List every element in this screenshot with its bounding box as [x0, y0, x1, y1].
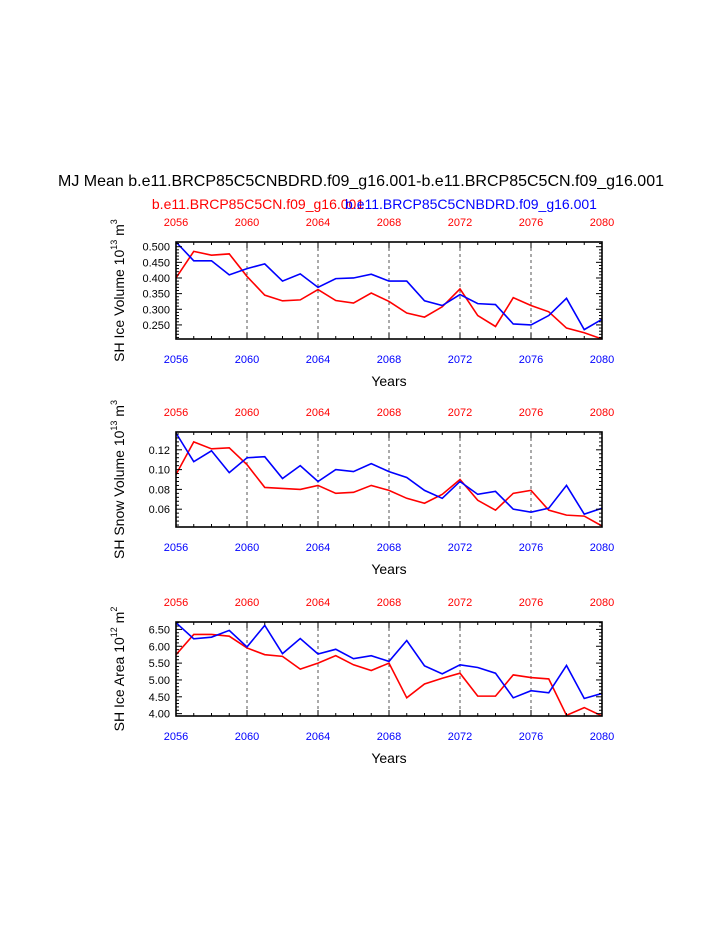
xtick-label-top: 2056 [164, 597, 188, 609]
ytick-label: 0.250 [142, 320, 170, 332]
series-blue-line [175, 622, 603, 700]
xtick-label-bottom: 2076 [519, 731, 543, 743]
xtick-label-bottom: 2068 [377, 354, 401, 366]
yaxis-title-unit: m [111, 224, 127, 240]
chart-panels: 0.2500.3000.3500.4000.4500.5002056205620… [109, 217, 614, 766]
xtick-label-top: 2072 [448, 597, 472, 609]
xtick-label-bottom: 2080 [590, 542, 614, 554]
xtick-label-bottom: 2076 [519, 354, 543, 366]
yaxis-title-main: SH Ice Area 10 [111, 637, 127, 731]
yaxis-title-unit-exp: 3 [109, 400, 119, 405]
xtick-label-top: 2056 [164, 217, 188, 229]
chart-title: MJ Mean b.e11.BRCP85C5CNBDRD.f09_g16.001… [58, 173, 664, 190]
ytick-label: 0.06 [149, 504, 170, 516]
xtick-label-top: 2060 [235, 217, 259, 229]
xtick-label-top: 2060 [235, 407, 259, 419]
xtick-label-bottom: 2072 [448, 731, 472, 743]
xtick-label-bottom: 2064 [306, 542, 330, 554]
xtick-label-bottom: 2064 [306, 354, 330, 366]
xtick-label-bottom: 2064 [306, 731, 330, 743]
ytick-label: 4.50 [149, 692, 170, 704]
yaxis-title-unit-exp: 3 [109, 219, 119, 224]
panel-1: 0.250 0.300 0.350 0.400 0.450 0.500 2056 2056 20… [109, 217, 614, 389]
series-blue-line [175, 432, 603, 516]
series-red-line [175, 440, 603, 527]
xtick-label-top: 2076 [519, 217, 543, 229]
xtick-label-top: 2080 [590, 217, 614, 229]
xtick-label-top: 2076 [519, 407, 543, 419]
xtick-label-bottom: 2076 [519, 542, 543, 554]
ytick-label: 0.450 [142, 257, 170, 269]
series-red-line [175, 250, 603, 340]
xtick-label-top: 2056 [164, 407, 188, 419]
xtick-label-bottom: 2056 [164, 542, 188, 554]
xtick-label-top: 2068 [377, 217, 401, 229]
xtick-label-top: 2080 [590, 407, 614, 419]
yaxis-title-unit: m [111, 405, 127, 421]
xtick-label-bottom: 2072 [448, 542, 472, 554]
yaxis-title: SH Ice Area 1012 m2 [109, 607, 127, 732]
xtick-label-bottom: 2060 [235, 354, 259, 366]
ytick-label: 0.350 [142, 289, 170, 301]
yaxis-title-exp: 12 [109, 627, 119, 637]
ytick-label: 0.400 [142, 273, 170, 285]
xtick-label-top: 2064 [306, 407, 330, 419]
xtick-label-bottom: 2068 [377, 542, 401, 554]
yaxis-title-exp: 13 [109, 421, 119, 431]
ytick-label: 5.50 [149, 658, 170, 670]
ytick-label: 6.00 [149, 641, 170, 653]
ytick-label: 0.12 [149, 445, 170, 457]
ytick-label: 5.00 [149, 675, 170, 687]
legend-label-blue: b.e11.BRCP85C5CNBDRD.f09_g16.001 [345, 196, 597, 212]
xtick-label-bottom: 2080 [590, 731, 614, 743]
yaxis-title-main: SH Ice Volume 10 [111, 250, 127, 362]
xtick-label-top: 2080 [590, 597, 614, 609]
yaxis-title: SH Snow Volume 1013 m3 [109, 400, 127, 559]
xtick-label-top: 2068 [377, 597, 401, 609]
yaxis-title-unit: m [111, 612, 127, 628]
xtick-label-top: 2064 [306, 217, 330, 229]
ytick-label: 6.50 [149, 624, 170, 636]
xaxis-title: Years [371, 561, 406, 577]
legend-label-red: b.e11.BRCP85C5CN.f09_g16.001 [152, 196, 364, 212]
xtick-label-bottom: 2072 [448, 354, 472, 366]
ytick-label: 0.300 [142, 304, 170, 316]
yaxis-title-unit-exp: 2 [109, 607, 119, 612]
xaxis-title: Years [371, 750, 406, 766]
xtick-label-bottom: 2068 [377, 731, 401, 743]
xtick-label-bottom: 2060 [235, 542, 259, 554]
ytick-label: 0.08 [149, 484, 170, 496]
yaxis-title: SH Ice Volume 1013 m3 [109, 219, 127, 362]
panel-3: 4.00 4.50 5.00 5.50 6.00 6.50 2056 2056 2060 2060… [109, 597, 614, 766]
xtick-label-bottom: 2056 [164, 731, 188, 743]
series-blue-line [175, 241, 603, 331]
xtick-label-top: 2076 [519, 597, 543, 609]
ytick-label: 4.00 [149, 709, 170, 721]
yaxis-title-exp: 13 [109, 240, 119, 250]
xtick-label-top: 2068 [377, 407, 401, 419]
xtick-label-top: 2072 [448, 217, 472, 229]
xtick-label-bottom: 2056 [164, 354, 188, 366]
yaxis-title-main: SH Snow Volume 10 [111, 430, 127, 559]
ytick-label: 0.500 [142, 242, 170, 254]
xtick-label-top: 2064 [306, 597, 330, 609]
panel-2: 0.06 0.08 0.10 0.12 2056 2056 2060 2060 2064 2064… [109, 400, 614, 577]
xtick-label-bottom: 2060 [235, 731, 259, 743]
ytick-label: 0.10 [149, 465, 170, 477]
xtick-label-top: 2072 [448, 407, 472, 419]
xaxis-title: Years [371, 373, 406, 389]
xtick-label-top: 2060 [235, 597, 259, 609]
xtick-label-bottom: 2080 [590, 354, 614, 366]
